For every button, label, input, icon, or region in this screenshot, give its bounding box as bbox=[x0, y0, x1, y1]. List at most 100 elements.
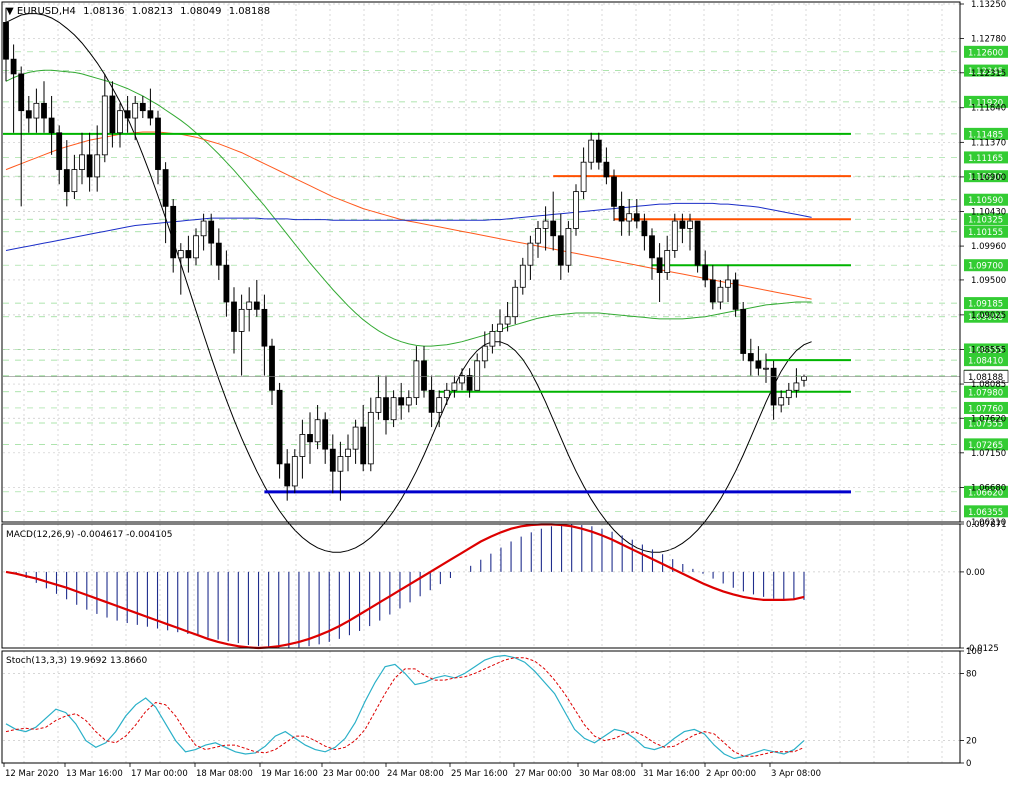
x-tick-label: 12 Mar 2020 bbox=[5, 769, 59, 779]
candle-body bbox=[565, 228, 572, 266]
candle-body bbox=[48, 117, 55, 134]
candle-body bbox=[398, 397, 405, 406]
y-tick-label: 1.07150 bbox=[971, 449, 1006, 459]
candle-body bbox=[147, 110, 154, 119]
moving-average-line-3 bbox=[5, 131, 812, 300]
candle-body bbox=[611, 176, 617, 207]
candle-body bbox=[649, 235, 655, 259]
candle-body bbox=[383, 397, 389, 421]
collapse-triangle-icon[interactable]: ▼ bbox=[6, 6, 17, 17]
candle-body bbox=[626, 213, 633, 222]
price-level-tag-text: 1.11485 bbox=[968, 130, 1003, 140]
candle-body bbox=[641, 220, 648, 237]
candle-body bbox=[778, 397, 785, 406]
candle-body bbox=[193, 235, 199, 259]
stoch-main-line bbox=[5, 654, 805, 760]
candle-body bbox=[299, 434, 306, 457]
price-level-tag-text: 1.08410 bbox=[968, 357, 1003, 367]
candle-body bbox=[603, 161, 610, 178]
candle-body bbox=[124, 110, 131, 119]
price-level-tag bbox=[964, 213, 1008, 226]
x-tick-label: 27 Mar 00:00 bbox=[515, 769, 572, 779]
stoch-y-tick-label: 20 bbox=[966, 737, 977, 747]
candle-body bbox=[535, 228, 541, 244]
candle-body bbox=[25, 110, 32, 119]
candle-body bbox=[94, 154, 101, 178]
candle-body bbox=[200, 220, 207, 237]
price-level-tag bbox=[964, 45, 1008, 58]
price-level-tag-text: 1.08188 bbox=[968, 373, 1003, 383]
price-level-tag-text: 1.10590 bbox=[968, 196, 1003, 206]
price-level-tag-text: 1.11165 bbox=[968, 154, 1003, 164]
candle-body bbox=[474, 360, 481, 391]
price-level-tag-text: 1.09700 bbox=[968, 262, 1003, 272]
x-tick-label: 24 Mar 08:00 bbox=[387, 769, 444, 779]
price-level-tag bbox=[964, 310, 1008, 323]
candle-body bbox=[246, 301, 253, 310]
candle-body bbox=[656, 257, 663, 273]
price-level-tag-text: 1.06355 bbox=[968, 508, 1003, 518]
candle-body bbox=[177, 250, 184, 259]
candle-body bbox=[770, 367, 777, 406]
price-level-tag bbox=[964, 151, 1008, 164]
candle-body bbox=[702, 264, 709, 281]
price-level-tag-text: 1.07760 bbox=[968, 404, 1003, 414]
candle-body bbox=[785, 389, 792, 399]
x-tick-label: 19 Mar 16:00 bbox=[261, 769, 318, 779]
symbol-name: EURUSD,H4 bbox=[17, 6, 76, 17]
candle-body bbox=[671, 220, 678, 251]
candle-body bbox=[329, 448, 336, 472]
price-level-tag bbox=[963, 370, 1009, 383]
candle-body bbox=[466, 375, 473, 391]
candle-body bbox=[489, 331, 496, 347]
candle-body bbox=[322, 419, 329, 450]
candle-body bbox=[162, 169, 169, 207]
candle-body bbox=[633, 213, 640, 222]
candle-body bbox=[801, 376, 807, 381]
candle-body bbox=[101, 95, 108, 156]
candle-body bbox=[86, 154, 93, 178]
y-tick-label: 1.06680 bbox=[971, 483, 1006, 493]
candle-body bbox=[253, 301, 260, 310]
candle-body bbox=[117, 110, 123, 134]
moving-average-line-1 bbox=[5, 13, 812, 553]
candle-body bbox=[284, 463, 291, 487]
x-tick-label: 2 Apr 00:00 bbox=[706, 769, 756, 779]
candle-body bbox=[497, 323, 503, 332]
candle-body bbox=[443, 389, 450, 399]
candle-body bbox=[155, 117, 161, 170]
candle-body bbox=[542, 220, 549, 229]
candle-body bbox=[215, 242, 222, 266]
candle-body bbox=[56, 132, 63, 170]
candle-body bbox=[436, 397, 443, 413]
price-level-tag bbox=[964, 354, 1008, 367]
candle-body bbox=[208, 220, 215, 244]
candle-body bbox=[109, 95, 116, 134]
price-level-tag-text: 1.07555 bbox=[968, 420, 1003, 430]
candle-body bbox=[694, 220, 701, 266]
stoch-signal-line bbox=[5, 657, 805, 757]
candle-body bbox=[573, 191, 579, 229]
candle-body bbox=[732, 279, 739, 310]
candle-body bbox=[3, 21, 9, 60]
candle-body bbox=[664, 250, 671, 273]
price-level-tag bbox=[964, 505, 1008, 518]
candle-body bbox=[18, 73, 25, 112]
price-level-tag-text: 1.11920 bbox=[968, 98, 1003, 108]
low-value: 1.08049 bbox=[180, 6, 221, 17]
macd-label: MACD(12,26,9) -0.004617 -0.004105 bbox=[6, 530, 172, 540]
y-tick-label: 1.12315 bbox=[971, 69, 1006, 79]
price-level-tag-text: 1.07265 bbox=[968, 441, 1003, 451]
y-tick-label: 1.08085 bbox=[971, 380, 1006, 390]
y-tick-label: 1.08555 bbox=[971, 345, 1006, 355]
candle-body bbox=[360, 426, 367, 465]
stoch-y-tick-label: 100 bbox=[966, 647, 982, 657]
price-level-tag bbox=[964, 127, 1008, 140]
candle-body bbox=[451, 382, 458, 391]
candle-body bbox=[71, 169, 78, 193]
y-tick-label: 1.11370 bbox=[971, 138, 1006, 148]
price-level-tag bbox=[964, 343, 1008, 356]
candle-body bbox=[139, 102, 146, 112]
candle-body bbox=[421, 360, 427, 391]
